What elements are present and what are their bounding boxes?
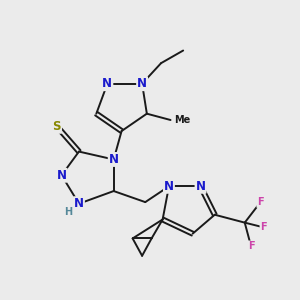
Text: N: N bbox=[57, 169, 67, 182]
Text: N: N bbox=[109, 153, 119, 166]
Text: S: S bbox=[52, 120, 61, 133]
Text: N: N bbox=[137, 77, 147, 90]
Text: N: N bbox=[196, 180, 206, 193]
Text: Me: Me bbox=[174, 115, 190, 125]
Text: N: N bbox=[102, 77, 112, 90]
Text: F: F bbox=[260, 222, 267, 233]
Text: F: F bbox=[248, 241, 254, 251]
Text: F: F bbox=[257, 197, 264, 207]
Text: N: N bbox=[74, 197, 84, 210]
Text: N: N bbox=[164, 180, 174, 193]
Text: H: H bbox=[64, 207, 72, 217]
